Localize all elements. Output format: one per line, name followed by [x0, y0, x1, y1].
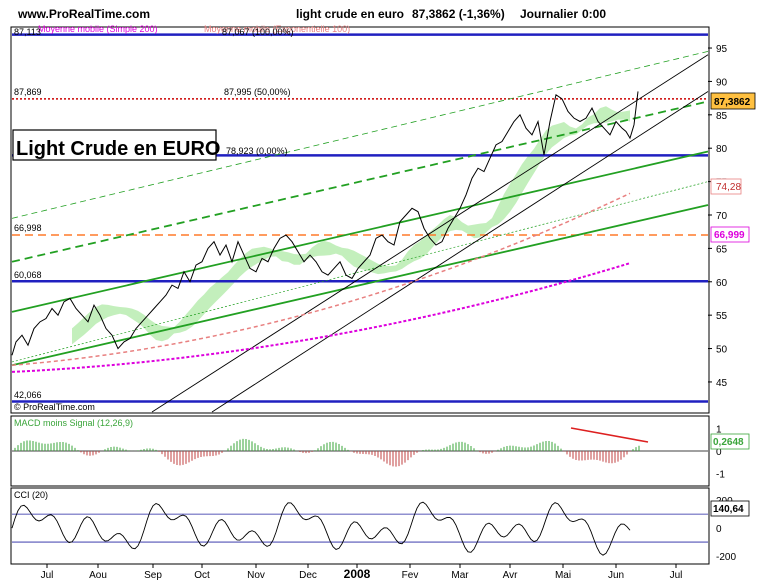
macd-value: 0,2648: [713, 437, 744, 448]
legend-ma100: Moyenne mobile (Exponentielle 100): [204, 24, 350, 34]
level-label-87113: 87,113: [14, 27, 41, 37]
y-tick-label: 55: [716, 311, 728, 322]
cci-tick-label: -200: [716, 552, 736, 563]
macd-bars: -1 0 1: [12, 424, 725, 481]
price-series: [11, 91, 639, 356]
ma100-line: [11, 192, 631, 366]
price-line: [11, 91, 639, 356]
macd-tick-label: 1: [716, 424, 722, 435]
cci-title: CCI (20): [14, 490, 48, 500]
level-label-66998: 66,998: [14, 223, 42, 233]
ichimoku-cloud: [72, 106, 630, 345]
ma200-badge: [710, 226, 750, 243]
y-tick-label: 90: [716, 77, 728, 88]
fib-label-100: 87,067 (100,00%): [222, 27, 294, 37]
level-label-42066: 42,066: [14, 390, 42, 400]
steep-channel-upper: [151, 54, 709, 413]
level-label-87869: 87,869: [14, 87, 42, 97]
x-tick-label: Nov: [247, 570, 265, 581]
macd-badge: [710, 433, 750, 450]
site-name[interactable]: www.ProRealTime.com: [17, 7, 150, 21]
macd-tick-label: 0: [716, 447, 722, 458]
cci-line: [11, 501, 631, 556]
channel-lower-solid: [11, 204, 709, 367]
x-tick-label: Oct: [194, 570, 210, 581]
level-label-60068: 60,068: [14, 270, 42, 280]
x-tick-label: Jul: [41, 570, 54, 581]
chart-title-box: [12, 129, 217, 161]
last-price-value: 87,3862: [714, 97, 751, 108]
last-price-badge: [710, 92, 756, 110]
x-tick-label: 2008: [344, 567, 371, 581]
time-label: 0:00: [582, 7, 606, 21]
cloud-band: [72, 106, 630, 345]
y-tick-label: 50: [716, 345, 728, 356]
fib-label-0: 78,923 (0,00%): [226, 146, 288, 156]
ma200-value: 66,999: [714, 230, 745, 241]
x-tick-label: Aou: [89, 570, 107, 581]
moving-averages: [11, 192, 631, 373]
x-tick-label: Dec: [299, 570, 317, 581]
watermark: © ProRealTime.com: [14, 402, 95, 412]
channel-upper-solid: [11, 150, 709, 313]
period-label: Journalier: [520, 7, 578, 21]
y-tick-label: 80: [716, 144, 728, 155]
instrument-name: light crude en euro: [296, 7, 404, 21]
channel-mid-dashed: [11, 100, 709, 263]
cci-tick-label: 0: [716, 524, 722, 535]
ma100-badge: [710, 178, 742, 195]
macd-divergence-line: [570, 427, 649, 443]
macd-tick-label: -1: [716, 470, 725, 481]
y-tick-label: 65: [716, 244, 728, 255]
steep-channel-lower: [211, 91, 709, 413]
cci-value: 140,64: [713, 504, 744, 515]
fib-label-50: 87,995 (50,00%): [224, 87, 291, 97]
macd-title: MACD moins Signal (12,26,9): [14, 418, 133, 428]
y-tick-label: 95: [716, 44, 728, 55]
y-tick-label: 70: [716, 211, 728, 222]
legend-ma200: Moyenne mobile (Simple 200): [38, 24, 158, 34]
x-tick-label: Sep: [144, 570, 162, 581]
x-tick-label: Mar: [451, 570, 469, 581]
x-tick-label: Fev: [402, 570, 419, 581]
ma200-line: [11, 262, 631, 373]
x-tick-label: Mai: [555, 570, 571, 581]
x-tick-label: Jul: [670, 570, 683, 581]
y-tick-label: 45: [716, 378, 728, 389]
ma100-value: 74,28: [716, 182, 741, 193]
x-tick-label: Avr: [503, 570, 518, 581]
chart-title: Light Crude en EURO: [16, 138, 220, 160]
price-panel: [10, 26, 710, 414]
cci-badge: [710, 500, 750, 517]
x-tick-label: Jun: [608, 570, 624, 581]
y-tick-label: 85: [716, 111, 728, 122]
y-tick-label: 60: [716, 278, 728, 289]
axis-ticks: 4550556065707580859095JulAouSepOctNovDec…: [41, 44, 728, 581]
price-change: 87,3862 (-1,36%): [412, 7, 505, 21]
